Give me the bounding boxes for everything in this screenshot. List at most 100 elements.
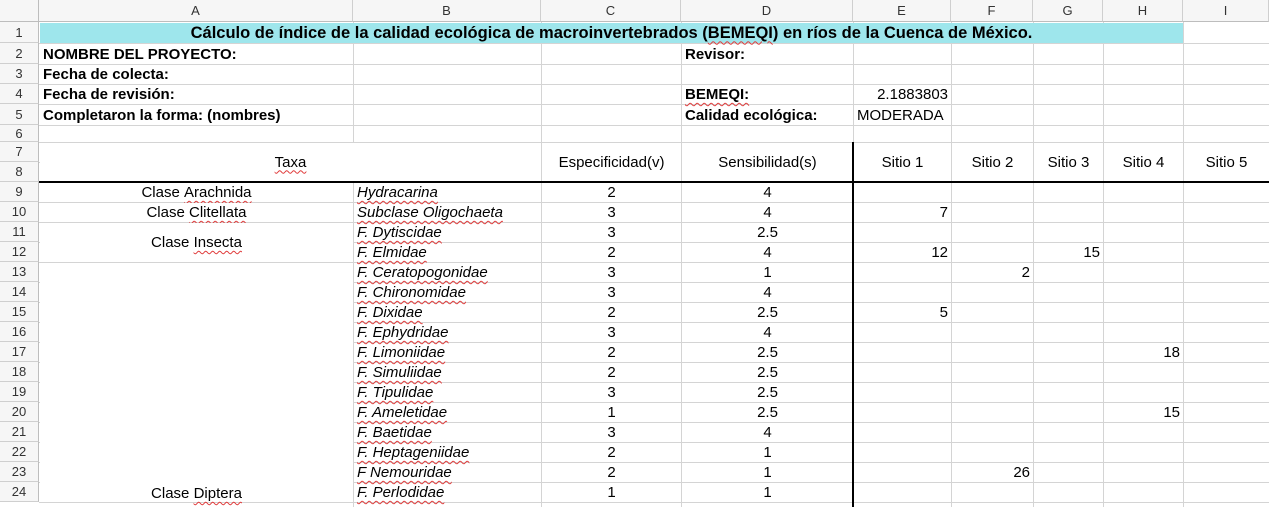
sitio-5-cell[interactable] (1184, 463, 1269, 482)
sensibilidad-cell[interactable]: 1 (682, 463, 853, 482)
row-header-12[interactable]: 12 (0, 242, 39, 262)
sitio-1-cell[interactable] (854, 363, 951, 382)
sitio-2-cell[interactable] (952, 283, 1033, 302)
sitio-1-cell[interactable] (854, 323, 951, 342)
class-clitellata[interactable]: Clase Clitellata (40, 203, 353, 222)
sitio-1-cell[interactable] (854, 343, 951, 362)
row-header-17[interactable]: 17 (0, 342, 39, 362)
row-header-8[interactable]: 8 (0, 162, 39, 182)
sensibilidad-cell[interactable]: 2.5 (682, 303, 853, 322)
taxon-name[interactable]: F. Elmidae (354, 243, 541, 262)
collection-date-label[interactable]: Fecha de colecta: (40, 65, 353, 84)
row-header-22[interactable]: 22 (0, 442, 39, 462)
sitio-5-cell[interactable] (1184, 323, 1269, 342)
taxon-name[interactable]: F. Ceratopogonidae (354, 263, 541, 282)
sitio-1-cell[interactable] (854, 423, 951, 442)
column-header-b[interactable]: B (353, 0, 541, 22)
taxon-name[interactable]: F. Ephydridae (354, 323, 541, 342)
sitio-5-cell[interactable] (1184, 203, 1269, 222)
column-header-a[interactable]: A (39, 0, 353, 22)
quality-label[interactable]: Calidad ecológica: (682, 105, 853, 125)
row-header-10[interactable]: 10 (0, 202, 39, 222)
especificidad-cell[interactable]: 3 (542, 263, 681, 282)
sitio-4-cell[interactable] (1104, 463, 1183, 482)
row-header-1[interactable]: 1 (0, 22, 39, 43)
taxon-name[interactable]: F. Limoniidae (354, 343, 541, 362)
especificidad-cell[interactable]: 3 (542, 423, 681, 442)
sitio-4-cell[interactable] (1104, 283, 1183, 302)
row-header-14[interactable]: 14 (0, 282, 39, 302)
taxon-name[interactable]: F. Baetidae (354, 423, 541, 442)
sitio-2-cell[interactable] (952, 343, 1033, 362)
row-header-3[interactable]: 3 (0, 64, 39, 84)
sitio-3-cell[interactable] (1034, 223, 1103, 242)
header-sitio-5[interactable]: Sitio 5 (1184, 143, 1269, 181)
row-header-24[interactable]: 24 (0, 482, 39, 502)
sitio-3-cell[interactable] (1034, 403, 1103, 422)
especificidad-cell[interactable]: 2 (542, 243, 681, 262)
sitio-3-cell[interactable] (1034, 263, 1103, 282)
sitio-3-cell[interactable] (1034, 183, 1103, 202)
especificidad-cell[interactable]: 3 (542, 203, 681, 222)
especificidad-cell[interactable]: 3 (542, 323, 681, 342)
row-header-2[interactable]: 2 (0, 43, 39, 64)
sitio-4-cell[interactable] (1104, 243, 1183, 262)
taxon-name[interactable]: F. Tipulidae (354, 383, 541, 402)
header-especificidad[interactable]: Especificidad(v) (542, 143, 681, 181)
especificidad-cell[interactable]: 2 (542, 183, 681, 202)
header-sitio-4[interactable]: Sitio 4 (1104, 143, 1183, 181)
sitio-3-cell[interactable] (1034, 323, 1103, 342)
sitio-5-cell[interactable] (1184, 263, 1269, 282)
row-header-16[interactable]: 16 (0, 322, 39, 342)
taxon-name[interactable]: Hydracarina (354, 183, 541, 202)
taxon-name[interactable]: F. Perlodidae (354, 483, 541, 502)
sitio-2-cell[interactable] (952, 403, 1033, 422)
sitio-4-cell[interactable] (1104, 303, 1183, 322)
sitio-4-cell[interactable] (1104, 203, 1183, 222)
sitio-2-cell[interactable] (952, 423, 1033, 442)
column-header-f[interactable]: F (951, 0, 1033, 22)
header-sitio-2[interactable]: Sitio 2 (952, 143, 1033, 181)
sitio-2-cell[interactable] (952, 483, 1033, 502)
sitio-1-cell[interactable] (854, 223, 951, 242)
header-sensibilidad[interactable]: Sensibilidad(s) (682, 143, 853, 181)
row-header-9[interactable]: 9 (0, 182, 39, 202)
sitio-5-cell[interactable] (1184, 223, 1269, 242)
taxon-name[interactable]: F Nemouridae (354, 463, 541, 482)
especificidad-cell[interactable]: 2 (542, 443, 681, 462)
taxon-name[interactable]: F. Ameletidae (354, 403, 541, 422)
column-header-c[interactable]: C (541, 0, 681, 22)
sitio-1-cell[interactable] (854, 263, 951, 282)
sitio-3-cell[interactable]: 15 (1034, 243, 1103, 262)
taxon-name[interactable]: F. Heptageniidae (354, 443, 541, 462)
sitio-4-cell[interactable] (1104, 383, 1183, 402)
sitio-2-cell[interactable] (952, 323, 1033, 342)
column-header-e[interactable]: E (853, 0, 951, 22)
sitio-2-cell[interactable] (952, 183, 1033, 202)
row-header-7[interactable]: 7 (0, 142, 39, 162)
sensibilidad-cell[interactable]: 2.5 (682, 383, 853, 402)
sitio-4-cell[interactable] (1104, 223, 1183, 242)
sitio-2-cell[interactable]: 2 (952, 263, 1033, 282)
sitio-2-cell[interactable] (952, 203, 1033, 222)
sensibilidad-cell[interactable]: 4 (682, 203, 853, 222)
row-header-23[interactable]: 23 (0, 462, 39, 482)
sitio-1-cell[interactable] (854, 443, 951, 462)
especificidad-cell[interactable]: 2 (542, 303, 681, 322)
sitio-3-cell[interactable] (1034, 483, 1103, 502)
review-date-label[interactable]: Fecha de revisión: (40, 85, 353, 104)
taxon-name[interactable]: F. Simuliidae (354, 363, 541, 382)
title-cell[interactable]: Cálculo de índice de la calidad ecológic… (40, 23, 1183, 43)
class-diptera[interactable]: Clase Diptera (40, 263, 353, 502)
column-header-h[interactable]: H (1103, 0, 1183, 22)
class-arachnida[interactable]: Clase Arachnida (40, 183, 353, 202)
sitio-4-cell[interactable] (1104, 263, 1183, 282)
especificidad-cell[interactable]: 1 (542, 483, 681, 502)
sitio-4-cell[interactable] (1104, 423, 1183, 442)
sitio-4-cell[interactable] (1104, 443, 1183, 462)
sitio-1-cell[interactable]: 7 (854, 203, 951, 222)
sensibilidad-cell[interactable]: 4 (682, 323, 853, 342)
sitio-5-cell[interactable] (1184, 423, 1269, 442)
sitio-1-cell[interactable] (854, 403, 951, 422)
